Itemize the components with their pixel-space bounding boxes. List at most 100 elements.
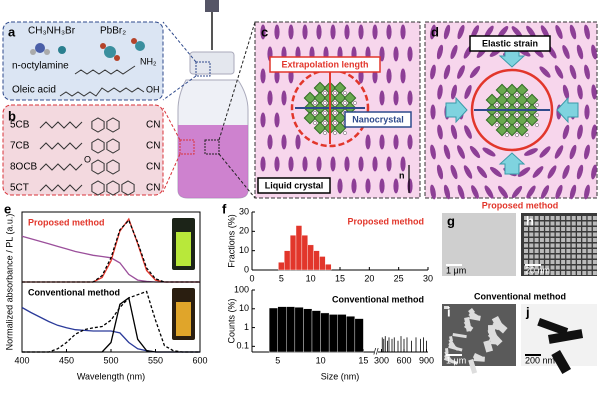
lc-molecule [463,165,473,179]
lattice-octahedron [303,91,317,105]
lattice-atom [323,101,327,105]
lattice-atom [343,91,347,95]
lc-molecule [330,24,336,40]
nanocube [555,227,560,231]
lattice-atom [323,121,327,125]
lc-molecule [540,185,550,199]
nanocube [545,260,550,264]
nanocube [534,260,539,264]
lc-molecule [443,64,451,80]
histogram-bar [320,312,330,353]
lc-molecule [569,24,577,40]
lc-molecule [526,25,536,39]
lattice-octahedron [485,113,499,127]
lc-molecule [539,146,551,158]
nanocube [524,216,528,220]
nanocube [571,249,576,253]
nanocube [561,254,566,259]
lattice-atom [505,113,509,117]
lc-molecule [407,134,413,150]
nanocube [577,265,581,270]
lattice-octahedron [333,81,347,95]
nanocube [561,243,566,248]
nanocube [545,221,550,226]
lattice-octahedron [313,111,327,125]
crystal-piece [445,348,449,354]
nanocube [524,238,528,242]
lc-molecule [554,145,564,159]
histogram-bar [286,306,296,353]
lattice-atom [323,131,327,135]
lattice-atom [495,123,499,127]
nanocube [582,265,587,270]
nanocube [555,243,560,248]
lc-molecule [316,156,322,172]
molecule-chain [39,142,83,150]
label-box [344,111,412,128]
nanocube [592,221,597,226]
lc-molecule [547,165,557,179]
histogram-bar [319,256,326,271]
crystal-piece [468,307,476,316]
nanocube [566,249,571,253]
lc-molecule [464,125,472,139]
molecule-name: 5CT [10,183,29,194]
nanocube [587,265,592,270]
lc-molecule [555,24,563,40]
molecule-chain [39,184,83,192]
lc-molecule [464,84,472,100]
nanocube [587,260,592,264]
lc-molecule [584,24,590,40]
lattice-atom [333,111,337,115]
lattice-atom [515,93,519,97]
lattice-atom [515,103,519,107]
lc-molecule [469,145,481,159]
strain-arrow [498,152,526,175]
nanocube [529,260,534,264]
extrapolation-circle [290,68,370,148]
lc-molecule [437,84,443,100]
nanocube [539,271,544,275]
benzene-ring [106,117,120,133]
nanocube [571,216,576,220]
lc-molecule [365,134,371,150]
lc-molecule [591,44,597,60]
lc-molecule [288,24,294,40]
molecule-chain [59,87,145,97]
nanocube [555,271,560,275]
micrograph-texture [443,216,597,375]
y-tick-label: 1 [244,322,249,332]
lattice-octahedron [505,113,519,127]
crystal-piece [488,325,496,334]
x-axis-label: Size (nm) [321,371,360,381]
molecule-chain [39,121,83,129]
spectrum-line [22,296,200,353]
nanocube [566,238,571,242]
lc-molecule [344,156,350,172]
nanocube [534,249,539,253]
lattice-octahedron [333,121,347,135]
nanocube [539,232,544,237]
nanocube [571,271,576,275]
lattice-octahedron [333,111,347,125]
histogram-bar [346,316,356,353]
lc-molecule [393,178,399,194]
x-tick-label: 15 [335,273,345,283]
lc-molecule [274,112,280,128]
benzene-ring [91,138,105,154]
lc-molecule [591,124,597,140]
x-tick-label: 20 [364,273,374,283]
lattice-atom [353,101,357,105]
y-tick-label: 10 [239,303,249,313]
nanocube [566,265,571,270]
nanocube [545,249,550,253]
benzene-ring [106,159,120,175]
panel-b-box [2,104,164,196]
lattice-atom [535,113,539,117]
histogram-bar [289,234,297,271]
nanocube [592,227,597,231]
nanocube [524,265,528,270]
liquid-crystal-field: Extrapolation length Nanocrystal Liquid cr… [257,24,597,200]
nanocube [555,216,560,220]
nanocube [577,221,581,226]
